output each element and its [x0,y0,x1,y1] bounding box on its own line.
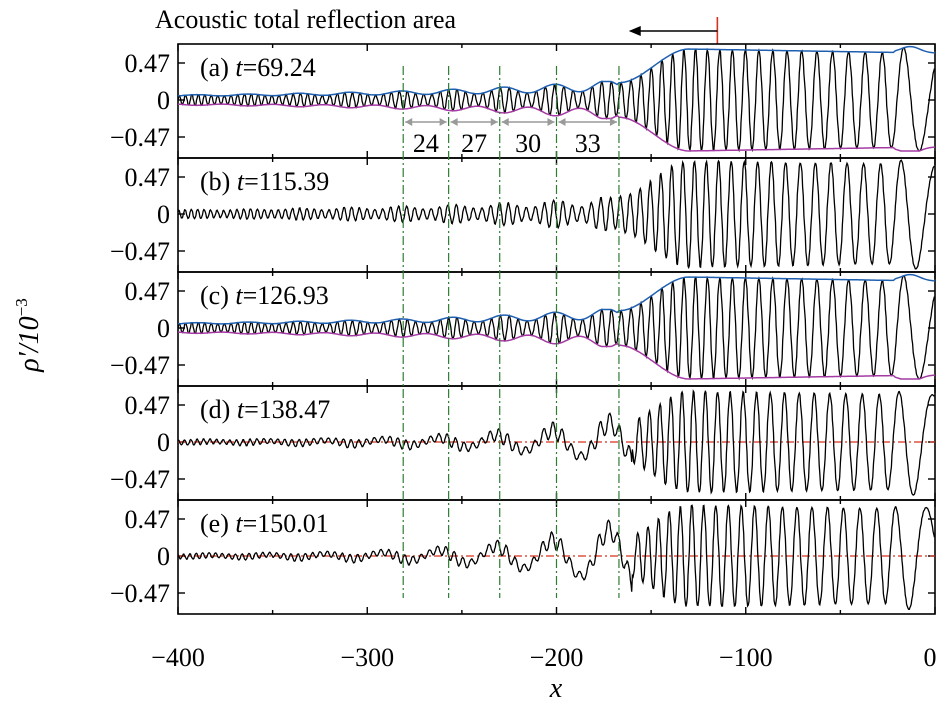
y-tick-label: −0.47 [110,237,170,266]
y-tick-label: 0.47 [125,391,171,420]
time-symbol: t [237,395,245,424]
panel-label: (a) t=69.24 [200,53,316,82]
panel-b: 0.47 0 −0.47 (b) t=115.39 [110,157,936,273]
panel-label: (c) t=126.93 [200,281,329,310]
panel-letter: (a) [200,53,235,82]
reflection-arrow-head [628,26,641,36]
panel-label: (e) t=150.01 [200,509,329,538]
x-axis-tick-labels: −400 −300 −200 −100 0 [151,643,936,672]
panel-d: 0.47 0 −0.47 (d) t=138.47 [110,385,936,501]
time-value: =115.39 [244,167,329,196]
spacing-arrow-left [558,118,566,126]
y-axis-title: ρ′/10−3 [12,298,45,372]
spacing-label: 33 [575,129,601,158]
time-symbol: t [237,167,245,196]
panel-e: 0.47 0 −0.47 (e) t=150.01 [110,499,936,615]
panel-letter: (d) [200,395,237,424]
spacing-arrow-left [450,118,458,126]
y-tick-label: −0.47 [110,351,170,380]
time-value: =150.01 [243,509,329,538]
time-value: =138.47 [244,395,330,424]
time-symbol: t [235,281,243,310]
panel-label: (d) t=138.47 [200,395,330,424]
time-symbol: t [235,509,243,538]
time-value: =126.93 [243,281,329,310]
spacing-arrow-right [439,118,447,126]
lower-envelope [177,103,936,152]
y-tick-label: −0.47 [110,123,170,152]
x-tick-label: −400 [151,643,205,672]
panel-letter: (c) [200,281,235,310]
y-tick-label: 0 [157,86,170,115]
y-tick-label: 0 [157,200,170,229]
spacing-label: 24 [413,129,439,158]
panel-letter: (e) [200,509,235,538]
spacing-arrow-right [609,118,617,126]
y-axis-title-main: ρ′/10 [14,316,45,372]
y-tick-label: 0.47 [125,49,171,78]
y-tick-label: 0.47 [125,277,171,306]
panel-letter: (b) [200,167,237,196]
y-tick-label: 0 [157,314,170,343]
spacing-arrow-left [501,118,509,126]
time-symbol: t [235,53,243,82]
panel-c: 0.47 0 −0.47 (c) t=126.93 [110,271,936,387]
spacing-arrow-right [490,118,498,126]
time-value: =69.24 [243,53,316,82]
x-tick-label: 0 [924,643,937,672]
y-tick-label: 0.47 [125,505,171,534]
y-tick-label: 0.47 [125,163,171,192]
panels: 0.470−0.47(a) t=69.240.470−0.47(b) t=115… [110,43,936,615]
svg-text:ρ′/10−3: ρ′/10−3 [12,298,45,372]
y-tick-label: −0.47 [110,465,170,494]
y-tick-label: 0 [157,428,170,457]
y-tick-label: −0.47 [110,579,170,608]
y-tick-label: 0 [157,542,170,571]
panel-label: (b) t=115.39 [200,167,329,196]
x-tick-label: −200 [530,643,584,672]
chart-title: Acoustic total reflection area [155,5,456,34]
spacing-arrow-right [547,118,555,126]
x-tick-label: −100 [719,643,773,672]
x-axis-title: x [549,673,563,702]
y-axis-title-exponent: −3 [12,298,31,316]
x-tick-label: −300 [340,643,394,672]
spacing-arrow-left [405,118,413,126]
spacing-label: 30 [515,129,541,158]
reflection-annotation [628,17,719,44]
spacing-label: 27 [461,129,487,158]
